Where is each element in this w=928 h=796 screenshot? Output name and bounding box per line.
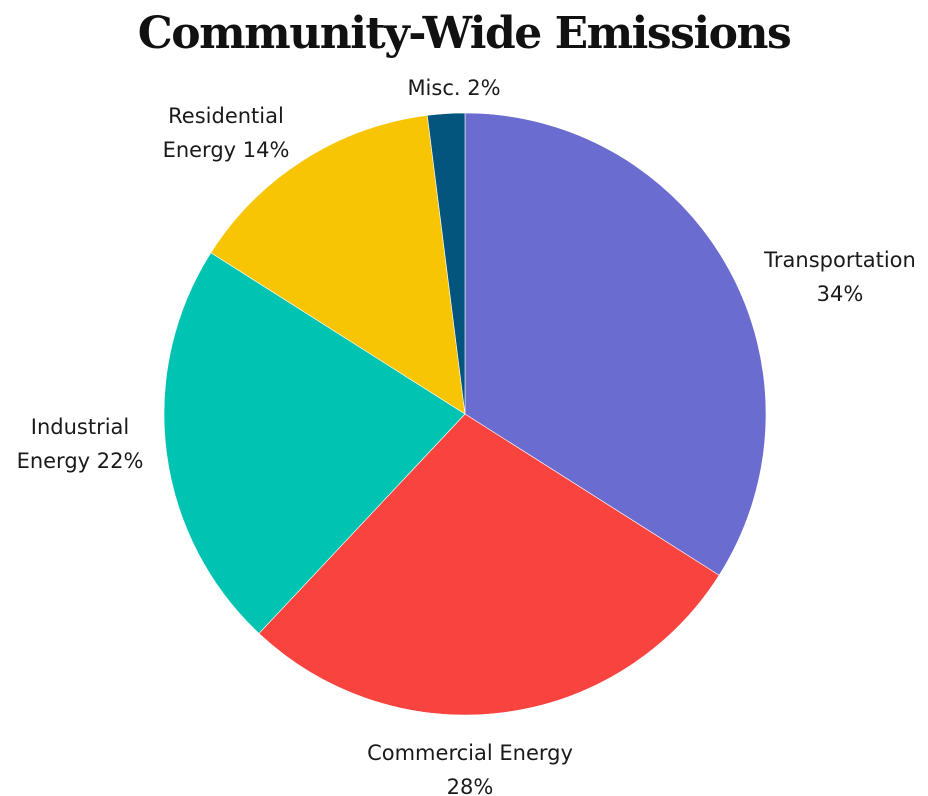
pie-slice-transportation	[464, 112, 767, 576]
chart-title: Community-Wide Emissions	[137, 8, 792, 59]
slice-label-line: Residential	[168, 104, 284, 128]
slice-label-commercial-energy: Commercial Energy 28%	[367, 741, 573, 796]
slice-label-residential-energy: Residential Energy 14%	[163, 104, 290, 162]
pie-slice-industrial-energy	[163, 252, 466, 634]
pie-slice-residential-energy	[210, 115, 466, 415]
slice-label-line: Energy 22%	[17, 449, 144, 473]
slice-label-industrial-energy: Industrial Energy 22%	[17, 415, 144, 473]
slice-label-transportation: Transportation 34%	[763, 248, 916, 306]
slice-label-line: Energy 14%	[163, 138, 290, 162]
slice-label-line: Transportation	[763, 248, 916, 272]
slice-label-misc: Misc. 2%	[407, 76, 500, 100]
pie-slices	[163, 112, 767, 716]
slice-label-line: 34%	[817, 282, 864, 306]
slice-label-line: Commercial Energy	[367, 741, 573, 765]
pie-labels: Transportation 34% Commercial Energy 28% Ind…	[17, 76, 916, 796]
slice-label-line: Industrial	[31, 415, 130, 439]
pie-slice-misc	[426, 112, 466, 415]
pie-slice-commercial-energy	[258, 413, 720, 716]
slice-label-line: 28%	[447, 775, 494, 796]
slice-label-line: Misc. 2%	[407, 76, 500, 100]
